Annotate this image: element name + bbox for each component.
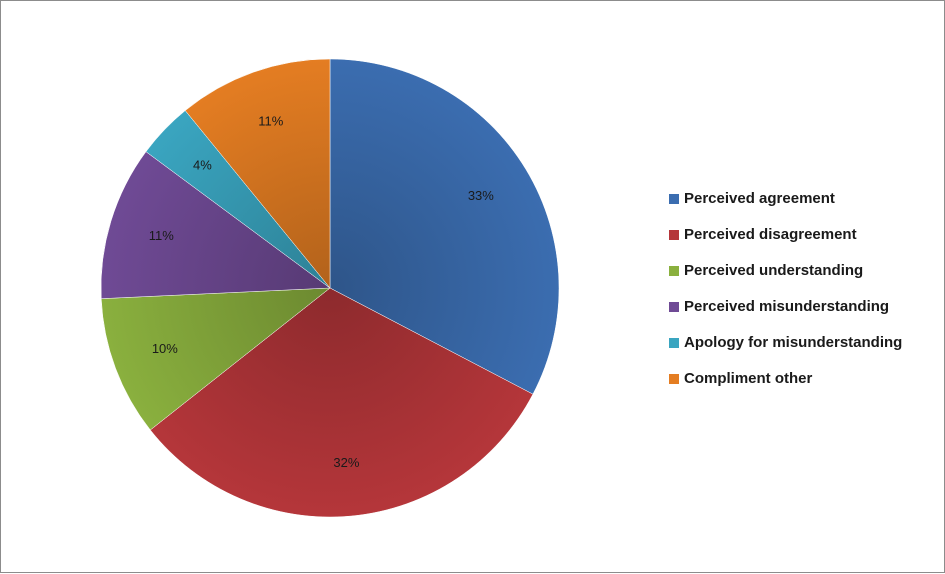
pie-slice-compliment-other: [184, 58, 331, 289]
data-label-perceived-understanding: 10%: [152, 341, 178, 356]
legend-item-apology-for-misunderstanding: Apology for misunderstanding: [669, 334, 902, 351]
legend-label-perceived-disagreement: Perceived disagreement: [684, 226, 857, 243]
data-label-perceived-misunderstanding: 11%: [149, 228, 174, 243]
legend-item-perceived-disagreement: Perceived disagreement: [669, 226, 857, 243]
pie-slice-perceived-understanding: [100, 287, 331, 431]
legend-label-perceived-agreement: Perceived agreement: [684, 190, 835, 207]
legend-label-compliment-other: Compliment other: [684, 370, 812, 387]
legend-swatch-perceived-agreement: [669, 194, 679, 204]
pie-slice-perceived-misunderstanding: [100, 151, 331, 299]
legend-item-perceived-agreement: Perceived agreement: [669, 190, 835, 207]
legend-swatch-perceived-disagreement: [669, 230, 679, 240]
legend-swatch-perceived-understanding: [669, 266, 679, 276]
slice-labels: 33% 32% 10% 11% 4% 11%: [149, 113, 495, 470]
legend: Perceived agreement Perceived disagreemen…: [669, 190, 902, 387]
legend-swatch-perceived-misunderstanding: [669, 302, 679, 312]
legend-swatch-compliment-other: [669, 374, 679, 384]
legend-item-compliment-other: Compliment other: [669, 370, 812, 387]
legend-label-perceived-misunderstanding: Perceived misunderstanding: [684, 298, 889, 315]
data-label-compliment-other: 11%: [258, 113, 283, 128]
legend-label-apology-for-misunderstanding: Apology for misunderstanding: [684, 334, 902, 351]
pie-slice-perceived-disagreement: [149, 287, 534, 518]
data-label-perceived-disagreement: 32%: [333, 455, 359, 470]
legend-item-perceived-understanding: Perceived understanding: [669, 262, 863, 279]
legend-item-perceived-misunderstanding: Perceived misunderstanding: [669, 298, 889, 315]
data-label-apology-for-misunderstanding: 4%: [193, 158, 212, 173]
legend-label-perceived-understanding: Perceived understanding: [684, 262, 863, 279]
pie-slice-perceived-agreement: [329, 58, 560, 395]
legend-swatch-apology-for-misunderstanding: [669, 338, 679, 348]
pie-slices: [100, 58, 560, 518]
data-label-perceived-agreement: 33%: [468, 188, 494, 203]
